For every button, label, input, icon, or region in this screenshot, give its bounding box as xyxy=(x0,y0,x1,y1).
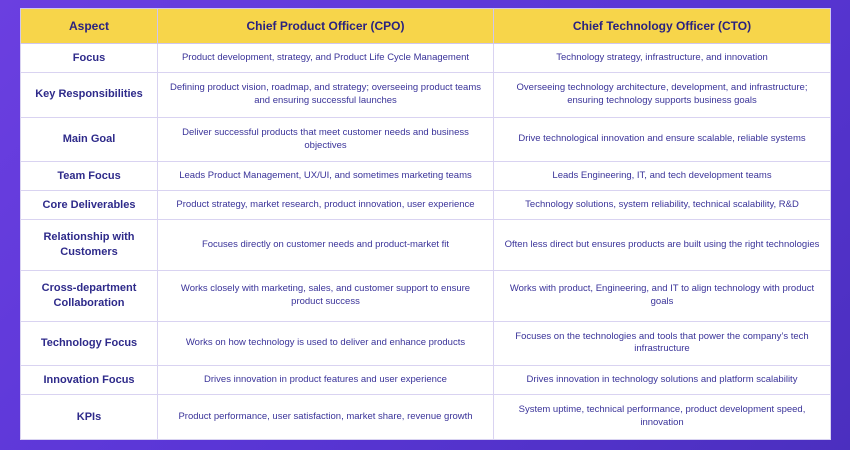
cto-cell: System uptime, technical performance, pr… xyxy=(493,394,831,440)
cpo-cell: Product strategy, market research, produ… xyxy=(157,190,494,221)
table-header-row: Aspect Chief Product Officer (CPO) Chief… xyxy=(20,8,831,44)
cpo-cell: Focuses directly on customer needs and p… xyxy=(157,219,494,271)
aspect-cell: KPIs xyxy=(20,394,158,440)
aspect-cell: Relationship with Customers xyxy=(20,219,158,271)
cpo-cell: Product development, strategy, and Produ… xyxy=(157,43,494,73)
header-cto: Chief Technology Officer (CTO) xyxy=(493,8,831,44)
table-row: Technology Focus Works on how technology… xyxy=(20,320,831,367)
table-row: Cross-department Collaboration Works clo… xyxy=(20,269,831,322)
cpo-cell: Leads Product Management, UX/UI, and som… xyxy=(157,161,494,192)
aspect-cell: Main Goal xyxy=(20,116,158,163)
table-row: Core Deliverables Product strategy, mark… xyxy=(20,190,831,221)
cto-cell: Often less direct but ensures products a… xyxy=(493,219,831,271)
cto-cell: Technology solutions, system reliability… xyxy=(493,190,831,221)
cpo-cell: Defining product vision, roadmap, and st… xyxy=(157,71,494,118)
cto-cell: Technology strategy, infrastructure, and… xyxy=(493,43,831,73)
table-row: Innovation Focus Drives innovation in pr… xyxy=(20,365,831,396)
header-aspect: Aspect xyxy=(20,8,158,44)
aspect-cell: Cross-department Collaboration xyxy=(20,269,158,322)
table-row: Focus Product development, strategy, and… xyxy=(20,43,831,73)
table-row: Main Goal Deliver successful products th… xyxy=(20,116,831,163)
cto-cell: Drive technological innovation and ensur… xyxy=(493,116,831,163)
aspect-cell: Team Focus xyxy=(20,161,158,192)
cto-cell: Focuses on the technologies and tools th… xyxy=(493,320,831,367)
aspect-cell: Core Deliverables xyxy=(20,190,158,221)
aspect-cell: Innovation Focus xyxy=(20,365,158,396)
aspect-cell: Technology Focus xyxy=(20,320,158,367)
cpo-cell: Product performance, user satisfaction, … xyxy=(157,394,494,440)
cto-cell: Leads Engineering, IT, and tech developm… xyxy=(493,161,831,192)
cpo-vs-cto-comparison-table: Aspect Chief Product Officer (CPO) Chief… xyxy=(20,8,831,440)
cto-cell: Drives innovation in technology solution… xyxy=(493,365,831,396)
cto-cell: Overseeing technology architecture, deve… xyxy=(493,71,831,118)
header-cpo: Chief Product Officer (CPO) xyxy=(157,8,494,44)
table-row: KPIs Product performance, user satisfact… xyxy=(20,394,831,440)
cto-cell: Works with product, Engineering, and IT … xyxy=(493,269,831,322)
table-row: Relationship with Customers Focuses dire… xyxy=(20,219,831,271)
cpo-cell: Deliver successful products that meet cu… xyxy=(157,116,494,163)
cpo-cell: Works on how technology is used to deliv… xyxy=(157,320,494,367)
aspect-cell: Key Responsibilities xyxy=(20,71,158,118)
aspect-cell: Focus xyxy=(20,43,158,73)
cpo-cell: Drives innovation in product features an… xyxy=(157,365,494,396)
table-row: Key Responsibilities Defining product vi… xyxy=(20,71,831,118)
cpo-cell: Works closely with marketing, sales, and… xyxy=(157,269,494,322)
table-row: Team Focus Leads Product Management, UX/… xyxy=(20,161,831,192)
comparison-table-container: Aspect Chief Product Officer (CPO) Chief… xyxy=(20,8,831,440)
